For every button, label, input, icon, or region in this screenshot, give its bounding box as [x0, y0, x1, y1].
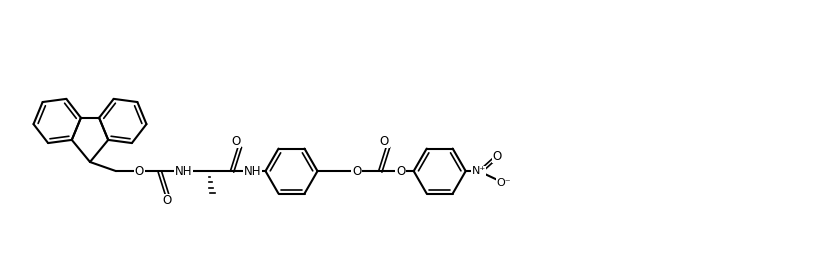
Text: O: O: [232, 135, 241, 148]
Text: O: O: [352, 165, 361, 178]
Text: O: O: [492, 150, 501, 163]
Text: NH: NH: [175, 165, 192, 178]
Text: NH: NH: [244, 165, 261, 178]
Text: O: O: [163, 194, 172, 207]
Text: N⁺: N⁺: [472, 166, 486, 176]
Text: O: O: [396, 165, 405, 178]
Text: O: O: [135, 165, 144, 178]
Text: O: O: [380, 135, 389, 148]
Text: O⁻: O⁻: [496, 178, 511, 188]
